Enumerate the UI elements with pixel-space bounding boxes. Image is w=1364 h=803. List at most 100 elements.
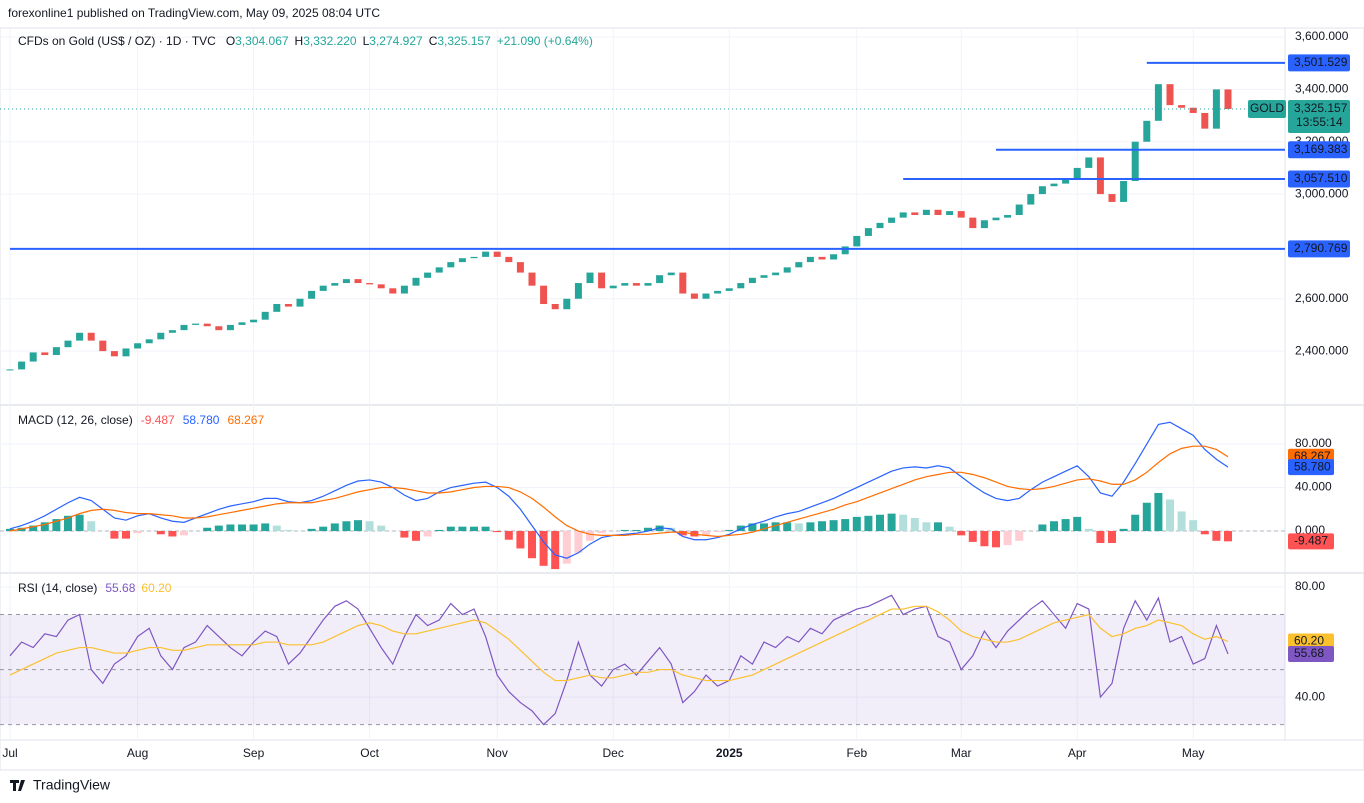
y-tick-label: 3,400.000 — [1295, 82, 1349, 96]
candle — [737, 283, 745, 289]
candle — [424, 272, 432, 278]
macd-histogram-bar — [64, 515, 72, 532]
value-box — [1288, 633, 1334, 650]
macd-histogram-bar — [678, 531, 687, 536]
candle — [1027, 194, 1035, 205]
macd-histogram-bar — [342, 521, 351, 532]
macd-histogram-bar — [783, 522, 792, 532]
macd-histogram-bar — [1224, 531, 1232, 542]
candle — [1120, 180, 1128, 202]
x-tick-label: 2025 — [716, 746, 743, 760]
candle — [783, 267, 791, 273]
ohlc-key: O — [226, 34, 235, 48]
macd-histogram-bar — [632, 529, 641, 532]
symbol-title: CFDs on Gold (US$ / OZ) · 1D · TVC — [18, 34, 216, 48]
x-tick-label: Sep — [243, 746, 265, 760]
macd-histogram-bar — [876, 514, 884, 532]
candle — [1143, 120, 1151, 142]
x-tick-label: Jul — [2, 746, 17, 760]
macd-histogram-bar — [957, 531, 966, 536]
candle — [621, 283, 629, 286]
value-box-label: 58.780 — [1294, 459, 1331, 473]
x-tick-label: Feb — [846, 746, 867, 760]
candle — [632, 283, 640, 286]
macd-title: MACD (12, 26, close) — [18, 413, 133, 427]
macd-histogram-bar — [818, 521, 826, 532]
candle — [969, 217, 977, 229]
macd-value: 58.780 — [183, 413, 220, 427]
level-label: 3,057.510 — [1294, 171, 1348, 185]
candle — [389, 288, 397, 294]
macd-histogram-bar — [771, 522, 780, 532]
rsi-ma-line — [9, 605, 1229, 682]
candle — [516, 262, 524, 273]
x-tick-label: Aug — [127, 746, 148, 760]
candle — [1131, 141, 1139, 181]
candle — [99, 340, 107, 352]
candle — [87, 332, 95, 341]
macd-histogram-bar — [794, 523, 803, 532]
macd-histogram-bar — [156, 531, 165, 535]
candle — [1108, 194, 1116, 202]
macd-histogram-bar — [330, 523, 339, 532]
macd-histogram-bar — [1038, 524, 1047, 532]
candle — [702, 293, 710, 299]
candle — [1224, 89, 1232, 109]
candle — [76, 332, 84, 341]
value-box-label: -9.487 — [1294, 534, 1328, 548]
countdown-label: 13:55:14 — [1296, 115, 1343, 129]
macd-histogram-bar — [6, 528, 14, 532]
y-tick-label: 2,600.000 — [1295, 291, 1349, 305]
level-label-box — [1288, 54, 1350, 72]
candle — [644, 283, 652, 286]
value-box-label: 60.20 — [1294, 634, 1324, 648]
candle — [296, 298, 304, 307]
candle — [64, 340, 72, 348]
candle — [528, 272, 536, 286]
candle — [308, 290, 316, 299]
candle — [458, 258, 466, 263]
candle — [1038, 186, 1046, 195]
macd-histogram-bar — [446, 526, 455, 532]
change-value: +21.090 (+0.64%) — [497, 34, 593, 48]
candle — [980, 220, 988, 229]
macd-histogram-bar — [562, 531, 571, 564]
candle — [586, 272, 594, 284]
candle — [772, 272, 780, 276]
macd-histogram-bar — [1084, 528, 1093, 532]
macd-histogram-bar — [841, 519, 850, 532]
macd-histogram-bar — [29, 525, 38, 532]
macd-histogram-bar — [75, 514, 84, 532]
candle — [899, 212, 907, 218]
macd-histogram-bar — [261, 523, 270, 532]
candle — [447, 262, 455, 268]
candle — [215, 326, 223, 331]
macd-histogram-bar — [980, 531, 989, 547]
macd-histogram-bar — [1189, 520, 1198, 532]
macd-histogram-bar — [922, 522, 931, 532]
macd-histogram-bar — [899, 514, 908, 532]
candle — [853, 235, 861, 247]
candle — [226, 324, 234, 331]
macd-histogram-bar — [910, 517, 919, 532]
candle — [760, 275, 768, 278]
candle — [957, 211, 965, 218]
candle — [273, 303, 281, 312]
macd-histogram-bar — [504, 531, 513, 540]
macd-histogram-bar — [597, 531, 606, 534]
macd-histogram-bar — [574, 531, 583, 553]
macd-histogram-bar — [539, 531, 548, 566]
macd-histogram-bar — [702, 531, 710, 536]
macd-histogram-bar — [1142, 502, 1151, 532]
candle — [505, 256, 513, 263]
candle — [609, 285, 617, 289]
y-tick-label: 40.000 — [1295, 480, 1332, 494]
macd-histogram-bar — [620, 529, 629, 532]
candle — [342, 279, 350, 284]
macd-histogram-bar — [412, 531, 420, 541]
candle — [1189, 107, 1197, 113]
ohlc-value: 3,274.927 — [369, 34, 423, 48]
candle — [551, 303, 559, 310]
macd-histogram-bar — [852, 516, 861, 532]
macd-histogram-bar — [1061, 519, 1070, 532]
